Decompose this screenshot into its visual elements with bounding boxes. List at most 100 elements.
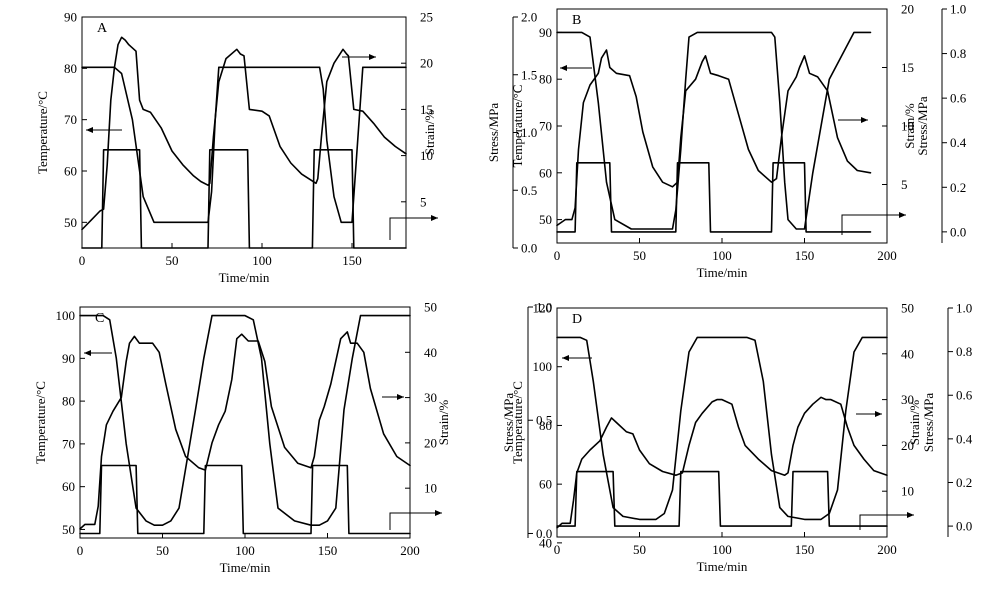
strain-tick-label: 30 [424, 390, 437, 405]
left-y-tick-label: 100 [56, 308, 76, 323]
x-axis-title: Time/min [697, 559, 748, 574]
x-axis-title: Time/min [220, 560, 271, 575]
stress-tick-label: 1.0 [521, 125, 537, 140]
strain-tick-label: 20 [420, 56, 433, 71]
stress-tick-label: 1.5 [521, 67, 537, 82]
panel-C: C0 50 100 150 200Time/min5060708090100Temper… [33, 300, 552, 576]
temperature-line [556, 31, 872, 230]
strain-tick-label: 20 [901, 438, 914, 453]
left-y-axis-title: Temperature/°C [35, 91, 50, 174]
stress-tick-label: 0.8 [956, 344, 972, 359]
left-y-tick-label: 60 [539, 165, 552, 180]
x-tick-label: 150 [795, 542, 815, 557]
left-y-tick-label: 90 [62, 351, 75, 366]
strain-tick-label: 30 [901, 392, 914, 407]
stress-tick-label: 1.0 [956, 301, 972, 316]
x-tick-label: 150 [795, 248, 815, 263]
x-axis-title: Time/min [219, 270, 270, 285]
left-y-tick-label: 70 [64, 112, 77, 127]
panel-D: D 0 50 100 150 200 Time/min 40 60 80 100 120 Tempera… [510, 301, 973, 575]
stress-tick-label: 0.4 [950, 135, 967, 150]
strain-axis-title: Strain/% [436, 400, 451, 446]
strain-line [556, 49, 872, 227]
left-y-tick-label: 40 [539, 535, 552, 550]
left-y-tick-label: 80 [64, 61, 77, 76]
left-y-tick-label: 50 [64, 215, 77, 230]
arrow-head [431, 215, 438, 221]
strain-tick-label: 10 [901, 484, 914, 499]
x-tick-label: 150 [342, 253, 362, 268]
x-tick-label: 100 [252, 253, 272, 268]
left-y-axis-title: Temperature/°C [33, 381, 48, 464]
temperature-line [79, 314, 411, 526]
plot-frame [81, 16, 407, 249]
x-tick-label: 0 [554, 542, 561, 557]
stress-line [81, 149, 407, 249]
arrow-head [875, 411, 882, 417]
strain-axis-title: Strain/% [422, 110, 437, 156]
stress-tick-label: 0.6 [956, 388, 973, 403]
stress-axis-title: Stress/MPa [921, 393, 936, 452]
left-y-tick-label: 90 [64, 10, 77, 25]
x-tick-label: 0 [77, 543, 84, 558]
axis-indicator-arrow [841, 214, 906, 235]
strain-tick-label: 10 [901, 119, 914, 134]
panel-letter: A [97, 21, 108, 36]
stress-tick-label: 0.4 [956, 431, 973, 446]
arrow-head [86, 127, 93, 133]
temperature-line [81, 66, 407, 224]
left-y-tick-label: 100 [533, 359, 553, 374]
stress-line [556, 162, 872, 233]
stress-tick-label: 0.2 [950, 180, 966, 195]
x-tick-label: 50 [156, 543, 169, 558]
panel-letter: C [95, 311, 104, 326]
strain-tick-label: 50 [901, 301, 914, 316]
stress-tick-label: 1.0 [950, 2, 966, 17]
x-tick-label: 200 [877, 248, 897, 263]
stress-tick-label: 0.0 [521, 241, 537, 256]
stress-tick-label: 0.2 [956, 475, 972, 490]
axis-indicator-arrow [389, 512, 442, 530]
plot-frame [556, 8, 888, 244]
axis-indicator-arrow [859, 514, 914, 530]
x-tick-label: 100 [712, 542, 732, 557]
x-tick-label: 0 [79, 253, 86, 268]
temperature-line [556, 336, 888, 521]
arrow-head [899, 212, 906, 218]
left-y-tick-label: 50 [539, 212, 552, 227]
stress-axis-title: Stress/MPa [915, 96, 930, 155]
arrow-head [435, 510, 442, 516]
x-tick-label: 150 [318, 543, 338, 558]
left-y-tick-label: 60 [539, 477, 552, 492]
strain-tick-label: 10 [420, 148, 433, 163]
left-y-tick-label: 80 [539, 72, 552, 87]
left-y-tick-label: 60 [62, 479, 75, 494]
x-tick-label: 0 [554, 248, 561, 263]
stress-axis-title: Stress/MPa [501, 393, 516, 452]
strain-tick-label: 10 [424, 481, 437, 496]
arrow-head [369, 54, 376, 60]
left-y-axis-title: Temperature/°C [510, 381, 525, 464]
strain-axis-title: Strain/% [902, 103, 917, 149]
stress-tick-label: 1.0 [536, 300, 552, 315]
panel-A: A 0 50 100 150 Time/min 50 60 70 80 90 Temperature/… [35, 10, 537, 286]
strain-tick-label: 40 [424, 345, 437, 360]
strain-axis-title: Strain/% [907, 400, 922, 446]
arrow-head [907, 512, 914, 518]
left-y-tick-label: 80 [62, 394, 75, 409]
stress-tick-label: 0.0 [536, 526, 552, 541]
left-y-tick-label: 50 [62, 522, 75, 537]
strain-line [556, 396, 888, 529]
arrow-head [562, 355, 569, 361]
strain-line [79, 331, 411, 530]
x-tick-label: 200 [400, 543, 420, 558]
arrow-head [560, 65, 567, 71]
left-y-tick-label: 60 [64, 164, 77, 179]
arrow-head [861, 117, 868, 123]
strain-tick-label: 5 [420, 194, 427, 209]
arrow-head [84, 350, 91, 356]
left-y-tick-label: 70 [62, 436, 75, 451]
strain-tick-label: 15 [420, 102, 433, 117]
left-y-tick-label: 70 [539, 119, 552, 134]
